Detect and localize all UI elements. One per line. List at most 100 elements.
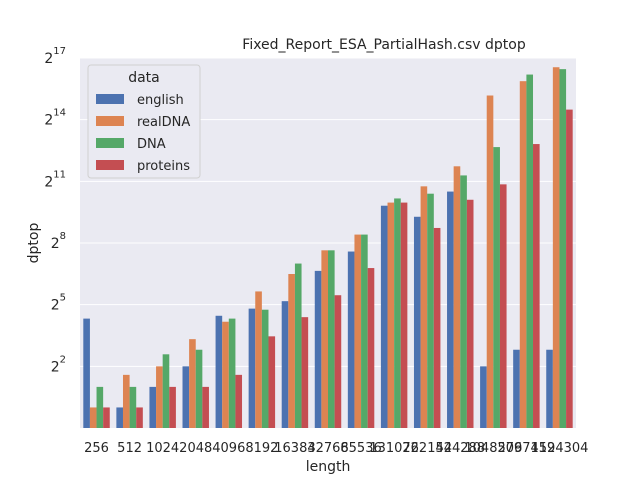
bar-DNA-65536	[361, 234, 368, 428]
legend-label-realDNA: realDNA	[137, 115, 190, 130]
bar-proteins-524288	[466, 199, 474, 428]
bar-english-8192	[248, 308, 256, 428]
bar-realDNA-65536	[354, 234, 362, 428]
bar-proteins-1024	[169, 386, 176, 428]
bar-proteins-262144	[433, 227, 441, 428]
x-tick-label: 262144	[402, 441, 452, 456]
bar-realDNA-16384	[288, 274, 295, 428]
bar-english-524288	[447, 191, 454, 428]
x-axis-label: length	[306, 459, 351, 475]
bar-DNA-2097152	[526, 74, 534, 428]
bar-realDNA-2048	[189, 339, 196, 428]
y-tick-label: 217	[44, 46, 66, 67]
x-tick-label: 32768	[307, 441, 348, 456]
bar-DNA-16384	[294, 263, 302, 428]
x-tick-label: 256	[84, 441, 109, 456]
legend-swatch-proteins	[96, 160, 124, 170]
bar-english-1024	[149, 386, 157, 428]
bar-DNA-1048576	[493, 147, 500, 428]
bar-english-512	[116, 407, 123, 428]
bar-DNA-32768	[328, 250, 335, 428]
x-tick-label: 1024	[146, 441, 179, 456]
bar-proteins-1048576	[499, 184, 507, 428]
bar-proteins-256	[103, 407, 110, 428]
bar-english-4096	[215, 315, 223, 428]
bar-proteins-131072	[400, 202, 408, 428]
x-tick-label: 524288	[435, 441, 485, 456]
chart-title: Fixed_Report_ESA_PartialHash.csv dptop	[242, 37, 526, 53]
y-tick-labels: 22 25 28 211 214 217	[44, 46, 66, 375]
bar-realDNA-256	[89, 407, 97, 428]
x-tick-label: 4194304	[531, 441, 589, 456]
x-tick-label: 1048576	[464, 441, 522, 456]
bar-DNA-256	[96, 386, 104, 428]
bars	[83, 67, 573, 429]
bar-DNA-4194304	[559, 69, 567, 429]
bar-realDNA-2097152	[519, 81, 527, 428]
x-tick-label: 4096	[212, 441, 245, 456]
bar-proteins-32768	[334, 295, 342, 428]
bar-proteins-2097152	[533, 144, 540, 428]
bar-DNA-524288	[460, 175, 467, 428]
bar-realDNA-32768	[321, 250, 328, 428]
bar-english-131072	[380, 205, 388, 428]
bar-english-32768	[314, 270, 322, 428]
x-tick-label: 16384	[274, 441, 315, 456]
bar-realDNA-1048576	[486, 95, 494, 428]
legend-label-english: english	[137, 93, 184, 108]
bar-realDNA-524288	[453, 166, 461, 428]
bar-english-4194304	[546, 349, 553, 428]
bar-english-256	[83, 318, 90, 428]
y-tick-label: 28	[51, 231, 66, 252]
bar-proteins-512	[136, 407, 143, 428]
legend-swatch-DNA	[96, 138, 124, 148]
bar-realDNA-262144	[420, 186, 428, 428]
bar-proteins-65536	[367, 268, 375, 428]
y-tick-label: 211	[44, 169, 66, 190]
x-tick-label: 2048	[179, 441, 212, 456]
bar-DNA-2048	[195, 349, 203, 428]
bar-realDNA-8192	[255, 291, 262, 428]
bar-DNA-4096	[228, 318, 236, 428]
legend-label-DNA: DNA	[137, 137, 166, 152]
bar-DNA-1024	[162, 354, 170, 428]
x-tick-label: 8192	[245, 441, 278, 456]
bar-proteins-2048	[202, 386, 209, 428]
bar-DNA-262144	[427, 193, 434, 428]
legend-label-proteins: proteins	[137, 159, 190, 174]
bar-english-16384	[281, 301, 289, 428]
x-tick-labels: 256 512 1024 2048 4096 8192163843276865536131…	[84, 441, 588, 456]
bar-realDNA-131072	[387, 202, 395, 428]
bar-realDNA-1024	[156, 366, 163, 428]
bar-realDNA-4096	[222, 321, 229, 428]
bar-DNA-131072	[394, 198, 401, 428]
bar-DNA-8192	[261, 309, 269, 428]
x-tick-label: 65536	[340, 441, 381, 456]
x-tick-label: 512	[117, 441, 142, 456]
legend-swatch-realDNA	[96, 116, 124, 126]
x-tick-label: 131072	[369, 441, 419, 456]
legend-swatch-english	[96, 94, 124, 104]
legend-box	[87, 64, 201, 179]
bar-english-262144	[413, 216, 421, 428]
y-axis-label: dptop	[26, 223, 42, 264]
y-tick-label: 22	[51, 354, 66, 375]
bar-english-1048576	[480, 366, 487, 428]
bar-realDNA-512	[122, 374, 130, 428]
x-tick-label: 2097152	[497, 441, 555, 456]
y-tick-label: 25	[51, 293, 66, 314]
bar-proteins-4194304	[566, 109, 573, 428]
bar-proteins-8192	[268, 336, 276, 428]
bar-proteins-16384	[301, 317, 309, 428]
bar-english-65536	[347, 251, 355, 428]
y-tick-label: 214	[44, 108, 66, 129]
bar-proteins-4096	[235, 374, 243, 428]
bar-english-2097152	[513, 349, 520, 428]
legend-title: data	[128, 70, 160, 86]
bar-DNA-512	[129, 386, 137, 428]
bar-realDNA-4194304	[552, 67, 560, 428]
legend: data english realDNA DNA proteins	[87, 64, 201, 179]
legend-items: english realDNA DNA proteins	[96, 93, 190, 174]
bar-english-2048	[182, 366, 190, 428]
